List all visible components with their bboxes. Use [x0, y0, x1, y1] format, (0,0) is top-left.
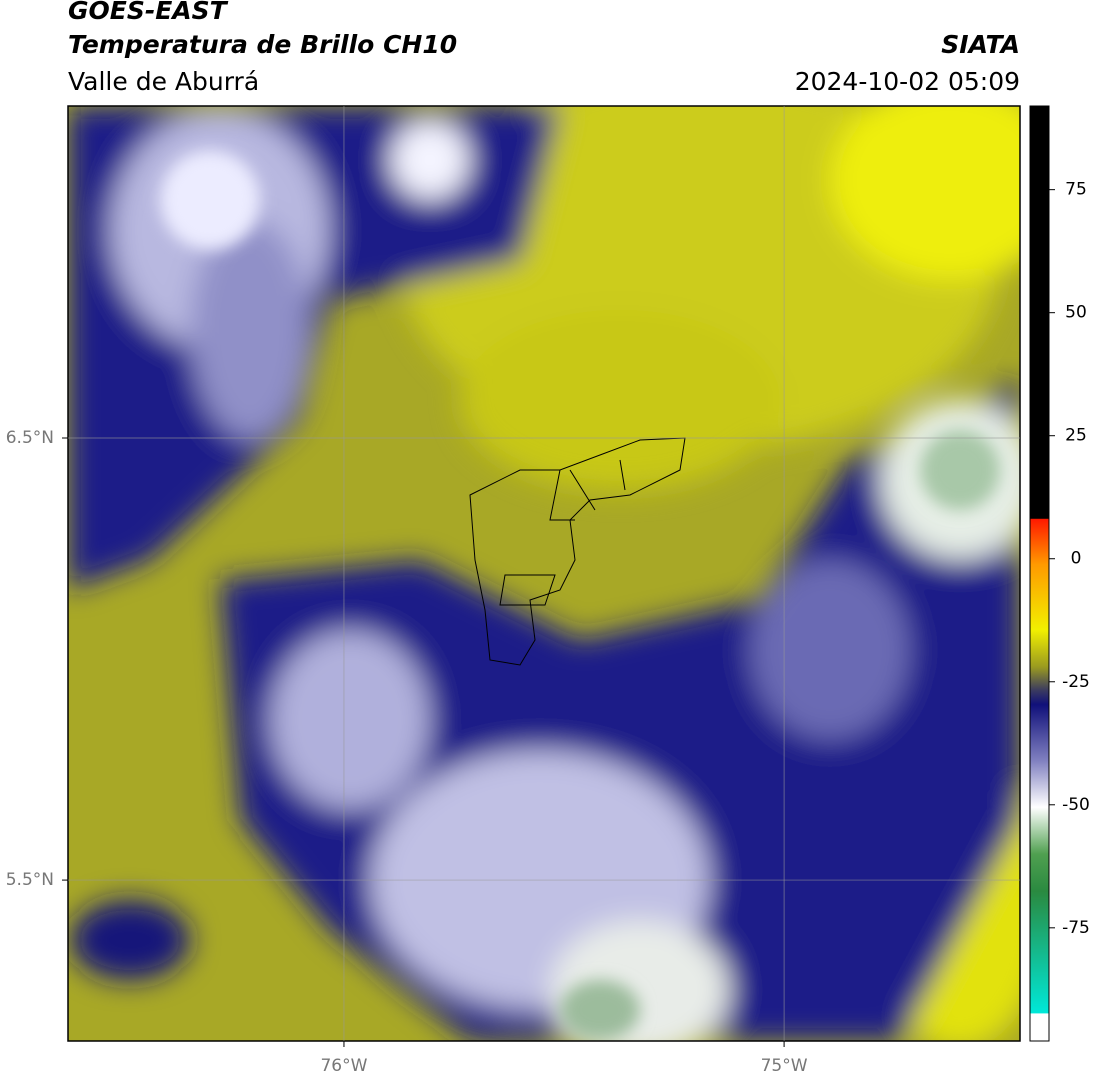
x-tick-label: 75°W: [761, 1056, 808, 1076]
x-tick-label: 76°W: [320, 1056, 367, 1076]
satellite: GOES-EAST: [68, 0, 229, 25]
y-tick-label: 5.5°N: [6, 870, 54, 890]
colorbar-tick-label: 25: [1065, 426, 1087, 446]
colorbar-tick-label: 50: [1065, 303, 1087, 323]
colorbar-tick-label: -50: [1062, 795, 1090, 815]
datetime: 2024-10-02 05:09: [795, 67, 1020, 96]
colorbar-tick-label: 0: [1071, 549, 1082, 569]
region: Valle de Aburrá: [68, 67, 259, 96]
colorbar: [1029, 105, 1050, 1042]
colorbar-tick-label: 75: [1065, 180, 1087, 200]
agency: SIATA: [941, 30, 1020, 59]
product: Temperatura de Brillo CH10: [68, 30, 457, 59]
y-tick-label: 6.5°N: [6, 428, 54, 448]
region-boundary: [469, 437, 686, 666]
satellite-image: [68, 106, 1020, 1041]
colorbar-tick-label: -75: [1062, 918, 1090, 938]
map-frame: [67, 105, 1021, 1042]
colorbar-tick-label: -25: [1062, 672, 1090, 692]
